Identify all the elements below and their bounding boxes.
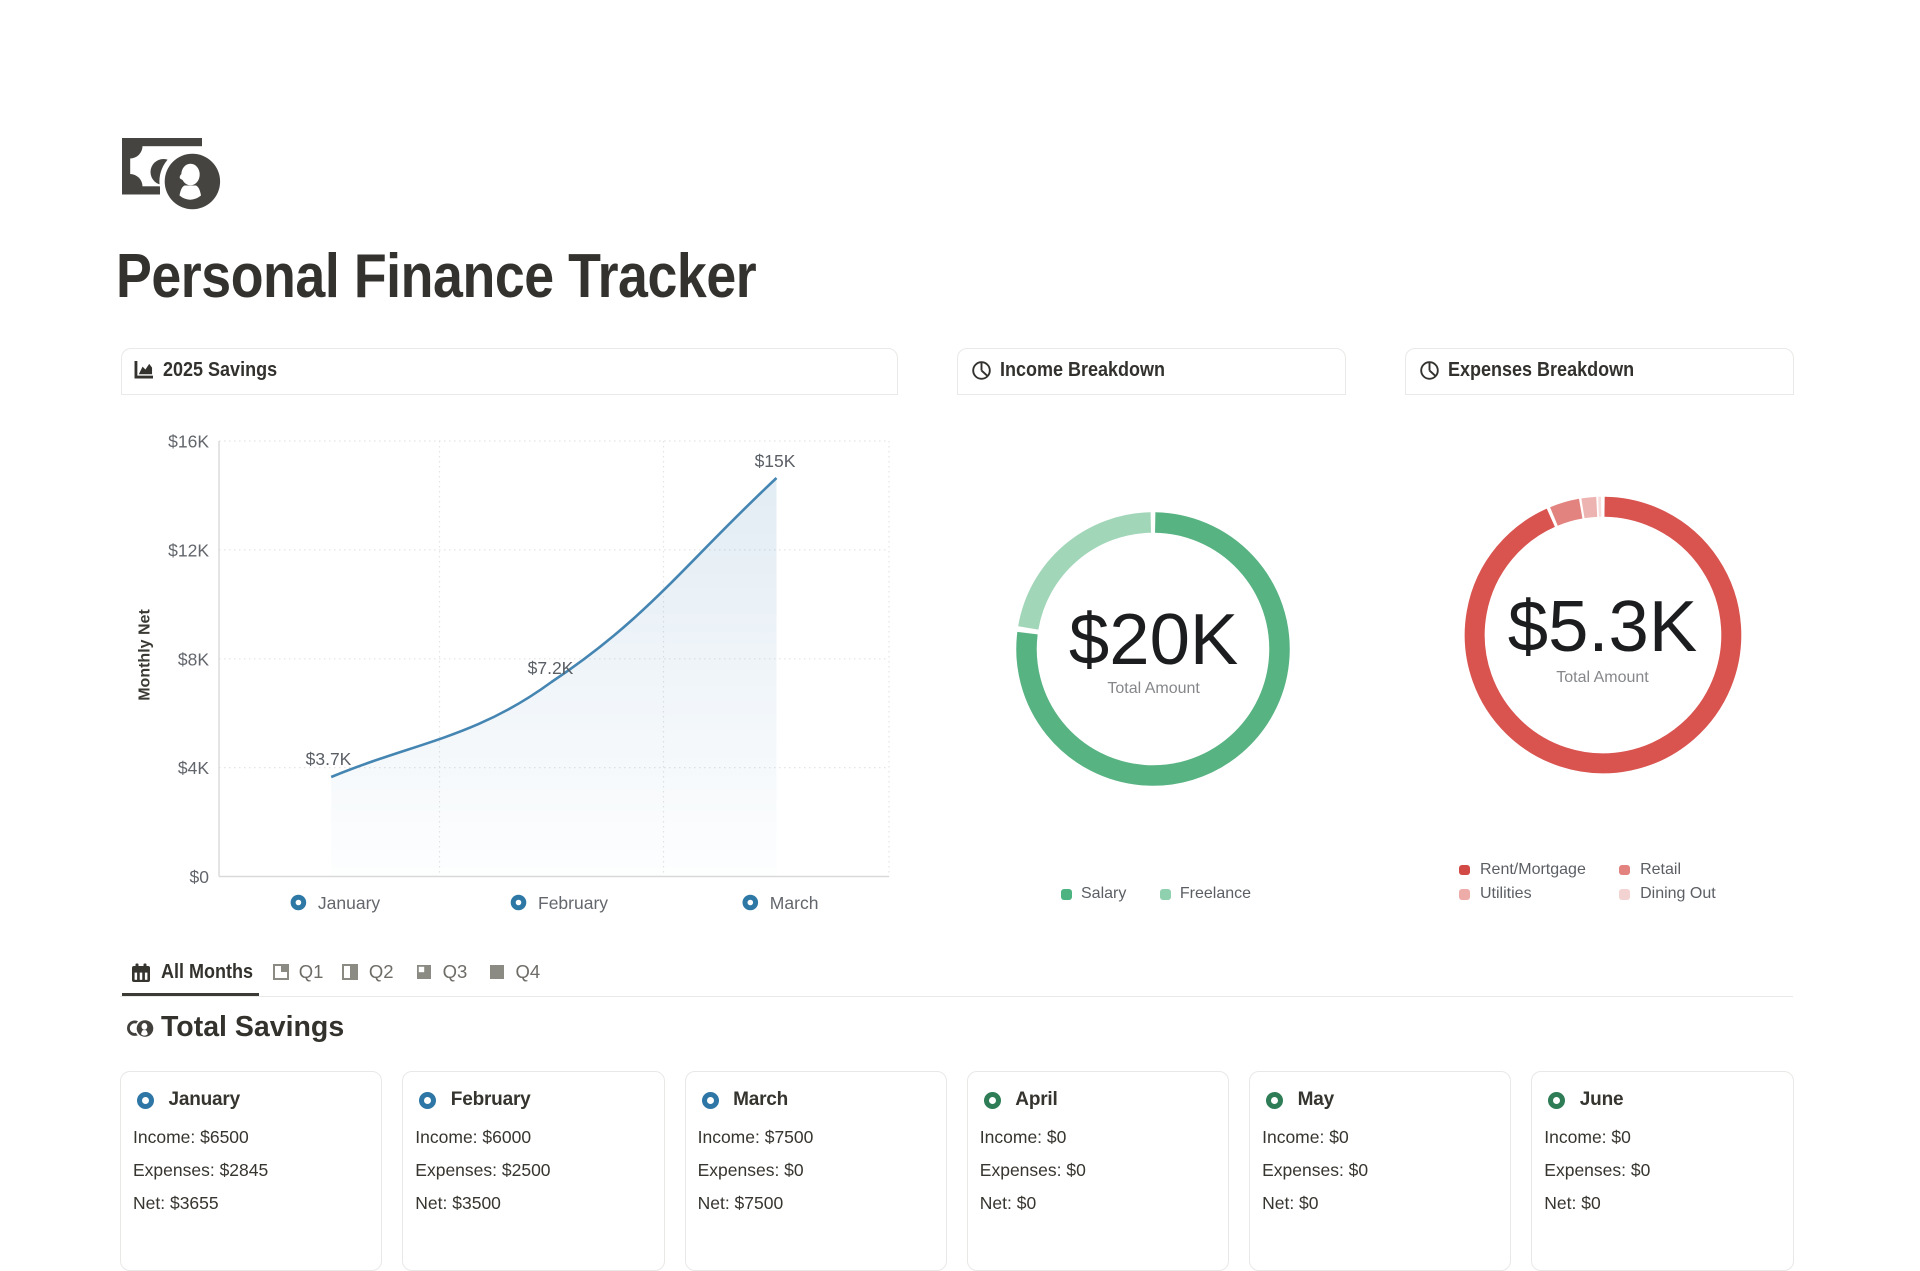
svg-text:$15K: $15K bbox=[755, 451, 796, 471]
svg-text:$12K: $12K bbox=[168, 540, 209, 560]
svg-text:$16K: $16K bbox=[168, 432, 209, 452]
svg-text:March: March bbox=[770, 893, 819, 913]
svg-text:January: January bbox=[318, 893, 381, 913]
svg-text:Monthly Net: Monthly Net bbox=[136, 609, 153, 701]
svg-text:$8K: $8K bbox=[178, 649, 209, 669]
svg-text:$4K: $4K bbox=[178, 758, 209, 778]
svg-text:February: February bbox=[538, 893, 608, 913]
svg-text:$0: $0 bbox=[190, 867, 210, 887]
svg-text:$3.7K: $3.7K bbox=[306, 749, 352, 769]
svg-text:$7.2K: $7.2K bbox=[528, 658, 574, 678]
